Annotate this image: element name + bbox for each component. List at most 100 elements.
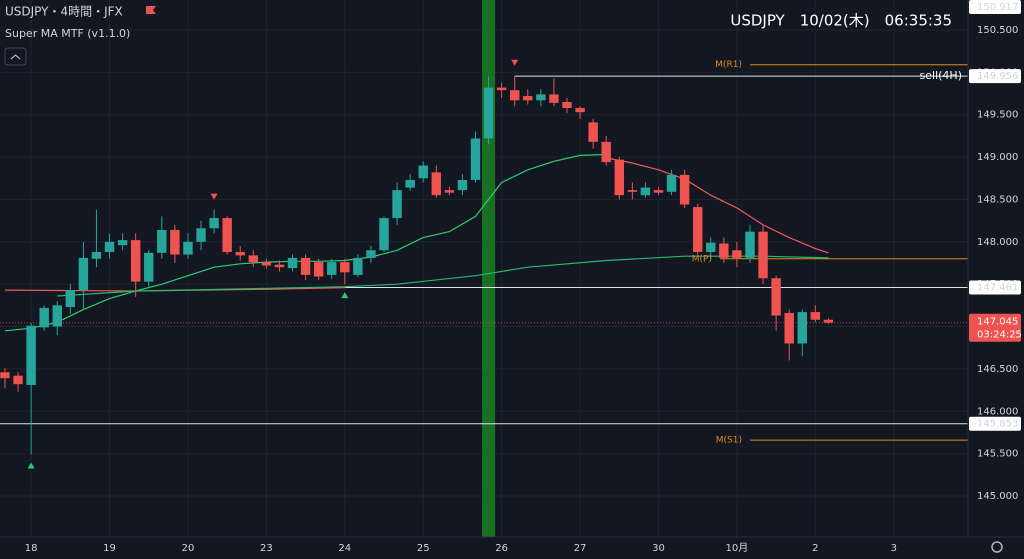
- candle-body: [274, 264, 285, 268]
- level-label-box: [969, 280, 1021, 295]
- candle-body: [732, 250, 742, 258]
- candle-body: [745, 231, 755, 258]
- candle-body: [719, 243, 729, 258]
- y-tick-label: 146.500: [977, 364, 1018, 375]
- candle-body: [287, 257, 298, 269]
- level-label: 149.956: [977, 71, 1018, 82]
- signal-down: [210, 193, 218, 200]
- y-tick-label: 145.000: [977, 491, 1018, 502]
- candle-body: [470, 138, 481, 180]
- pivot-label: M(R1): [715, 60, 742, 70]
- candle-body: [823, 319, 834, 323]
- candle-body: [209, 218, 219, 229]
- candle-body: [91, 251, 102, 259]
- y-tick-label: 146.000: [977, 406, 1018, 417]
- level-label: 145.853: [977, 419, 1018, 430]
- candle-body: [340, 262, 350, 273]
- high-label: 150.917: [977, 2, 1018, 13]
- candle-body: [588, 122, 598, 142]
- candle-body: [666, 174, 677, 192]
- candle-body: [810, 312, 821, 320]
- candle-body: [52, 305, 62, 327]
- candle-body: [366, 250, 376, 258]
- level-label-box: [969, 69, 1021, 84]
- signal-label: sell(4H): [920, 69, 962, 82]
- candle-body: [575, 107, 585, 113]
- countdown-label: 03:24:25: [977, 330, 1022, 341]
- collapse-icon: [10, 54, 21, 60]
- x-tick-label: 30: [652, 543, 665, 554]
- candle-body: [392, 190, 402, 219]
- indicator-name: Super MA MTF (v1.1.0): [5, 27, 130, 40]
- chart-title: USDJPY・4時間・JFX: [5, 5, 123, 19]
- candle-body: [144, 252, 154, 282]
- candle-body: [562, 102, 572, 108]
- clock: USDJPY 10/02(木) 06:35:35: [730, 12, 952, 30]
- candle-body: [170, 229, 180, 255]
- candle-body: [797, 312, 807, 344]
- candle-body: [496, 87, 507, 91]
- candle-body: [431, 172, 441, 196]
- candle-body: [222, 218, 232, 252]
- signal-down: [511, 59, 519, 66]
- signal-up: [341, 292, 349, 299]
- candle-body: [510, 90, 520, 101]
- candle-body: [627, 190, 638, 192]
- flag-icon: [146, 6, 156, 14]
- candle-body: [549, 94, 559, 103]
- candle-body: [523, 96, 533, 101]
- y-tick-label: 149.500: [977, 110, 1018, 121]
- candle-body: [601, 141, 611, 163]
- candle-body: [758, 231, 768, 279]
- candle-body: [653, 190, 664, 193]
- last-price-label: 147.045: [977, 317, 1018, 328]
- y-tick-label: 148.000: [977, 237, 1018, 248]
- candle-body: [444, 190, 455, 193]
- y-tick-label: 148.500: [977, 194, 1018, 205]
- candle-body: [117, 240, 128, 246]
- y-tick-label: 145.500: [977, 449, 1018, 460]
- collapse-button[interactable]: [4, 47, 27, 66]
- candle-body: [26, 325, 36, 385]
- candle-body: [640, 187, 651, 196]
- x-tick-label: 23: [260, 543, 273, 554]
- candle-body: [457, 179, 468, 191]
- x-tick-label: 25: [417, 543, 430, 554]
- candle-body: [536, 94, 546, 101]
- x-tick-label: 3: [891, 543, 897, 554]
- signal-up: [27, 462, 35, 469]
- x-tick-label: 18: [25, 543, 38, 554]
- candle-body: [379, 218, 389, 251]
- x-tick-label: 19: [103, 543, 116, 554]
- y-tick-label: 149.000: [977, 152, 1018, 163]
- candle-body: [679, 174, 690, 205]
- high-label-box: [969, 0, 1021, 14]
- candle-body: [771, 278, 781, 316]
- x-tick-label: 20: [182, 543, 195, 554]
- last-price-box: [969, 313, 1021, 342]
- level-label: 147.461: [977, 282, 1018, 293]
- candle-body: [418, 165, 428, 179]
- candle-body: [130, 240, 141, 282]
- candle-body: [313, 262, 324, 277]
- candle-body: [157, 229, 167, 253]
- level-label-box: [969, 416, 1021, 431]
- x-tick-label: 10月: [726, 542, 749, 554]
- settings-icon[interactable]: [991, 541, 1003, 553]
- candle-body: [614, 159, 624, 196]
- x-tick-label: 26: [495, 543, 508, 554]
- candle-body: [104, 241, 115, 252]
- pivot-label: M(P): [692, 254, 712, 264]
- candle-body: [261, 262, 272, 266]
- x-tick-label: 27: [574, 543, 587, 554]
- candle-body: [405, 179, 415, 188]
- candle-body: [39, 307, 49, 328]
- candle-body: [248, 255, 259, 263]
- x-tick-label: 24: [338, 543, 351, 554]
- candle-body: [13, 375, 23, 385]
- candle-body: [706, 242, 716, 252]
- pivot-label: M(S1): [716, 436, 742, 446]
- candle-body: [196, 228, 206, 242]
